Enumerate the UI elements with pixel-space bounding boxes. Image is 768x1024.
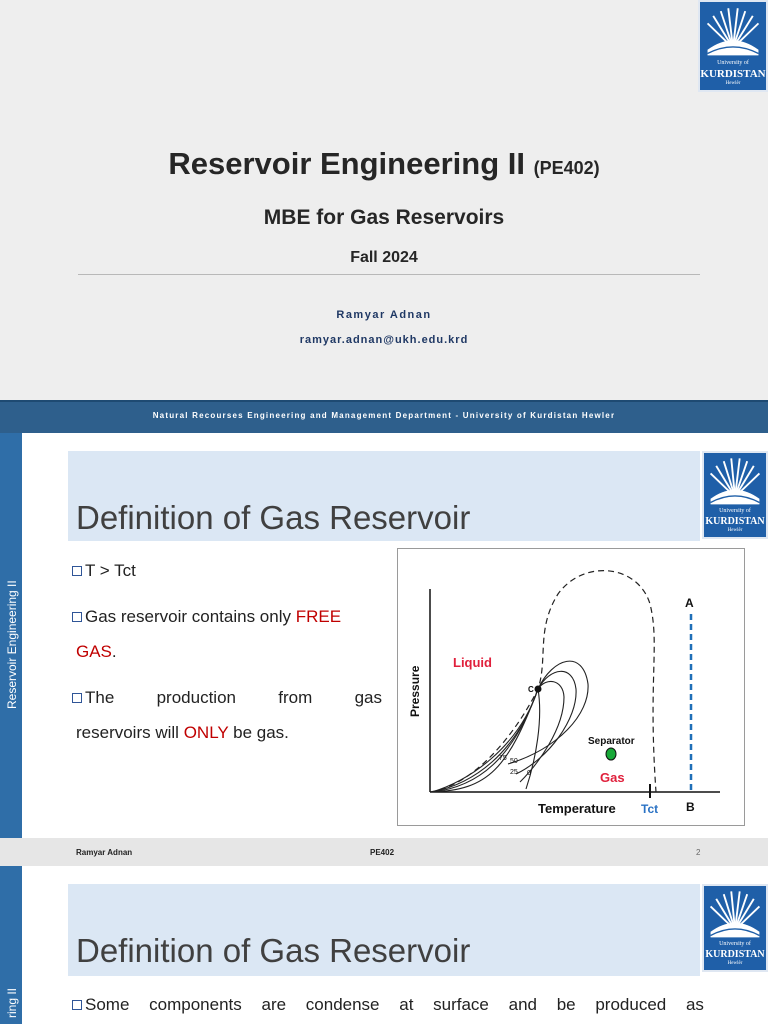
separator-point xyxy=(605,747,617,761)
university-logo: University of KURDISTAN Hewlêr xyxy=(702,884,768,972)
department-footer-bar xyxy=(0,400,768,433)
phase-diagram-svg: Pressure Temperature Liquid Gas Separato… xyxy=(408,570,720,816)
presentation-subtitle: MBE for Gas Reservoirs xyxy=(263,206,505,229)
slide-sidebar xyxy=(0,433,22,838)
logo-text-line1: University of xyxy=(719,508,751,514)
university-logo: University of KURDISTAN Hewlêr xyxy=(698,0,768,92)
checkbox-bullet-icon xyxy=(72,1000,82,1010)
bullet-word-2: components xyxy=(149,995,242,1014)
bullet-word-10: as xyxy=(685,995,704,1014)
quality-line-0 xyxy=(431,686,541,793)
quality-line-50 xyxy=(431,670,577,793)
point-b-label: B xyxy=(686,800,695,814)
sidebar-label: Reservoir Engineering II xyxy=(5,580,19,709)
bullet-word-7: and xyxy=(508,995,537,1014)
sunburst-icon xyxy=(709,891,761,938)
logo-text-line2: KURDISTAN xyxy=(705,516,765,527)
checkbox-bullet-icon xyxy=(72,693,82,703)
logo-text-line1: University of xyxy=(717,60,749,66)
quality-label-25: 25 xyxy=(510,769,518,776)
slide-title: Definition of Gas Reservoir xyxy=(76,932,471,969)
point-a-label: A xyxy=(685,596,694,610)
separator-label: Separator xyxy=(588,736,635,747)
bullet-2-highlight: FREE xyxy=(295,607,342,626)
bullet-3-word4: gas xyxy=(354,688,382,707)
bullet-word-5: at xyxy=(399,995,414,1014)
slide-footer: Ramyar Adnan PE402 2 xyxy=(0,838,768,866)
checkbox-bullet-icon xyxy=(72,566,82,576)
slide-sidebar xyxy=(0,866,22,1024)
bullet-word-8: be xyxy=(556,995,576,1014)
quality-label-75: 75 xyxy=(499,755,507,762)
xlabel: Temperature xyxy=(538,801,616,816)
term-label: Fall 2024 xyxy=(350,249,418,266)
point-c-label: C xyxy=(528,685,534,694)
bullet-2-cont: GAS. xyxy=(76,634,117,669)
slide-title: Definition of Gas Reservoir xyxy=(76,499,471,536)
quality-label-0: 0 xyxy=(527,770,531,777)
sunburst-icon xyxy=(709,458,761,505)
quality-line-25 xyxy=(431,680,565,793)
critical-point xyxy=(534,685,542,693)
logo-text-line3: Hewlêr xyxy=(725,81,741,86)
footer-course: PE402 xyxy=(370,848,395,857)
presentation-title: Reservoir Engineering II (PE402) xyxy=(0,146,768,182)
tct-label: Tct xyxy=(641,802,658,816)
footer-page-number: 2 xyxy=(696,848,701,857)
ylabel: Pressure xyxy=(408,665,422,717)
bullet-1: T > Tct xyxy=(72,553,136,588)
bullet-3-text: reservoirs will xyxy=(76,723,184,742)
bullet-3-end: be gas. xyxy=(228,723,289,742)
bullet-2-highlight-2: GAS xyxy=(76,642,112,661)
quality-line-75 xyxy=(431,660,589,793)
department-footer-text: Natural Recourses Engineering and Manage… xyxy=(152,411,616,420)
logo-text-line3: Hewlêr xyxy=(727,961,743,966)
bullet-word-9: produced xyxy=(595,995,667,1014)
title-band xyxy=(68,884,700,976)
logo-text-line2: KURDISTAN xyxy=(700,68,766,80)
bullet-word-1: Some xyxy=(85,995,130,1014)
checkbox-bullet-icon xyxy=(72,612,82,622)
bullet-partial: Some components are condense at surface … xyxy=(72,987,704,1022)
logo-text-line2: KURDISTAN xyxy=(705,949,765,960)
bullet-word-6: surface xyxy=(433,995,489,1014)
phase-diagram: Pressure Temperature Liquid Gas Separato… xyxy=(397,548,745,826)
divider xyxy=(78,274,700,275)
bullet-2: Gas reservoir contains only FREE xyxy=(72,599,382,634)
title-slide: University of KURDISTAN Hewlêr Reservoir… xyxy=(0,0,768,400)
course-title: Reservoir Engineering II xyxy=(168,146,525,181)
bullet-2-text: Gas reservoir contains only xyxy=(85,607,296,626)
author-email: ramyar.adnan@ukh.edu.krd xyxy=(299,334,469,346)
bullet-3-line1: The production from gas xyxy=(72,680,382,715)
bullet-2-end: . xyxy=(111,642,117,661)
footer-author: Ramyar Adnan xyxy=(76,848,133,857)
bullet-3-word3: from xyxy=(278,688,313,707)
university-logo: University of KURDISTAN Hewlêr xyxy=(702,451,768,539)
bullet-word-4: condense xyxy=(305,995,380,1014)
bullet-3-word2: production xyxy=(156,688,236,707)
bullet-3-highlight: ONLY xyxy=(183,723,229,742)
title-band xyxy=(68,451,700,541)
liquid-label: Liquid xyxy=(453,655,492,670)
gas-label: Gas xyxy=(600,770,625,785)
logo-text-line3: Hewlêr xyxy=(727,528,743,533)
content-slide-3: ring II Definition of Gas Reservoir Univ… xyxy=(0,866,768,1024)
bullet-word-3: are xyxy=(261,995,287,1014)
author-name: Ramyar Adnan xyxy=(336,309,432,321)
logo-text-line1: University of xyxy=(719,941,751,947)
course-code: (PE402) xyxy=(533,158,600,178)
quality-label-50: 50 xyxy=(510,758,518,765)
phase-envelope xyxy=(429,570,657,793)
bullet-3-line2: reservoirs will ONLY be gas. xyxy=(76,715,289,750)
bullet-1-text: T > Tct xyxy=(85,561,136,580)
sunburst-icon xyxy=(706,8,760,56)
sidebar-label: ring II xyxy=(5,987,19,1018)
bullet-3-word1: The xyxy=(85,688,115,707)
